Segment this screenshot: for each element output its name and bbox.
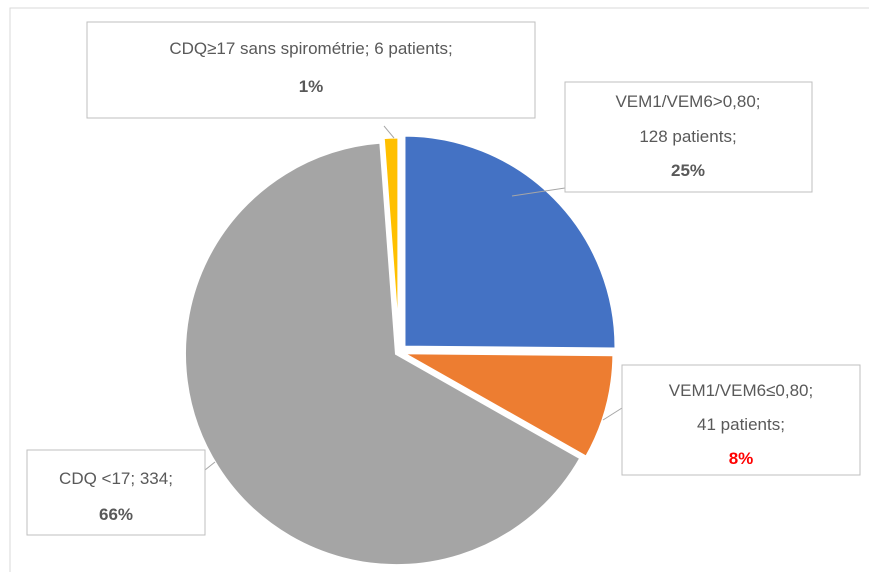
label-part: 1% — [299, 77, 324, 96]
label-part: CDQ≥17 sans spirométrie — [169, 39, 364, 58]
data-label: CDQ <17; 334; — [59, 469, 173, 488]
data-label: VEM1/VEM6>0,80; — [615, 92, 760, 111]
label-separator: ; — [756, 92, 761, 111]
pie-slice — [396, 351, 616, 460]
data-label: 66% — [99, 505, 133, 524]
label-part: 8% — [729, 449, 754, 468]
label-separator: ; — [732, 127, 737, 146]
label-separator: ; — [168, 469, 173, 488]
leader-line — [602, 407, 623, 421]
data-label: 128 patients; — [639, 127, 736, 146]
label-part: 6 patients — [374, 39, 448, 58]
data-label: CDQ≥17 sans spirométrie; 6 patients; — [169, 39, 452, 58]
callout-box — [86, 21, 536, 119]
label-separator: ; — [448, 39, 453, 58]
leader-line — [383, 125, 395, 139]
data-label: 1% — [299, 77, 324, 96]
pie-slice — [402, 133, 618, 351]
label-part: VEM1/VEM6≤0,80 — [669, 381, 809, 400]
data-label: 8% — [729, 449, 754, 468]
callout-box — [564, 81, 813, 193]
leader-line — [204, 461, 216, 471]
label-separator: ; — [809, 381, 814, 400]
label-separator: ; — [365, 39, 374, 58]
label-separator: ; — [780, 415, 785, 434]
label-part: 41 patients — [697, 415, 780, 434]
label-part: CDQ <17 — [59, 469, 130, 488]
pie-slice — [183, 140, 583, 568]
data-label: 41 patients; — [697, 415, 785, 434]
data-label: 25% — [671, 161, 705, 180]
label-part: 128 patients — [639, 127, 732, 146]
label-part: VEM1/VEM6>0,80 — [615, 92, 755, 111]
data-label: VEM1/VEM6≤0,80; — [669, 381, 813, 400]
pie-slice — [381, 135, 401, 350]
label-part: 334 — [140, 469, 168, 488]
label-part: 25% — [671, 161, 705, 180]
label-part: 66% — [99, 505, 133, 524]
chart-frame — [9, 7, 869, 572]
callout-box — [26, 449, 206, 536]
leader-line — [511, 187, 566, 197]
callout-box — [621, 364, 861, 476]
label-separator: ; — [130, 469, 139, 488]
